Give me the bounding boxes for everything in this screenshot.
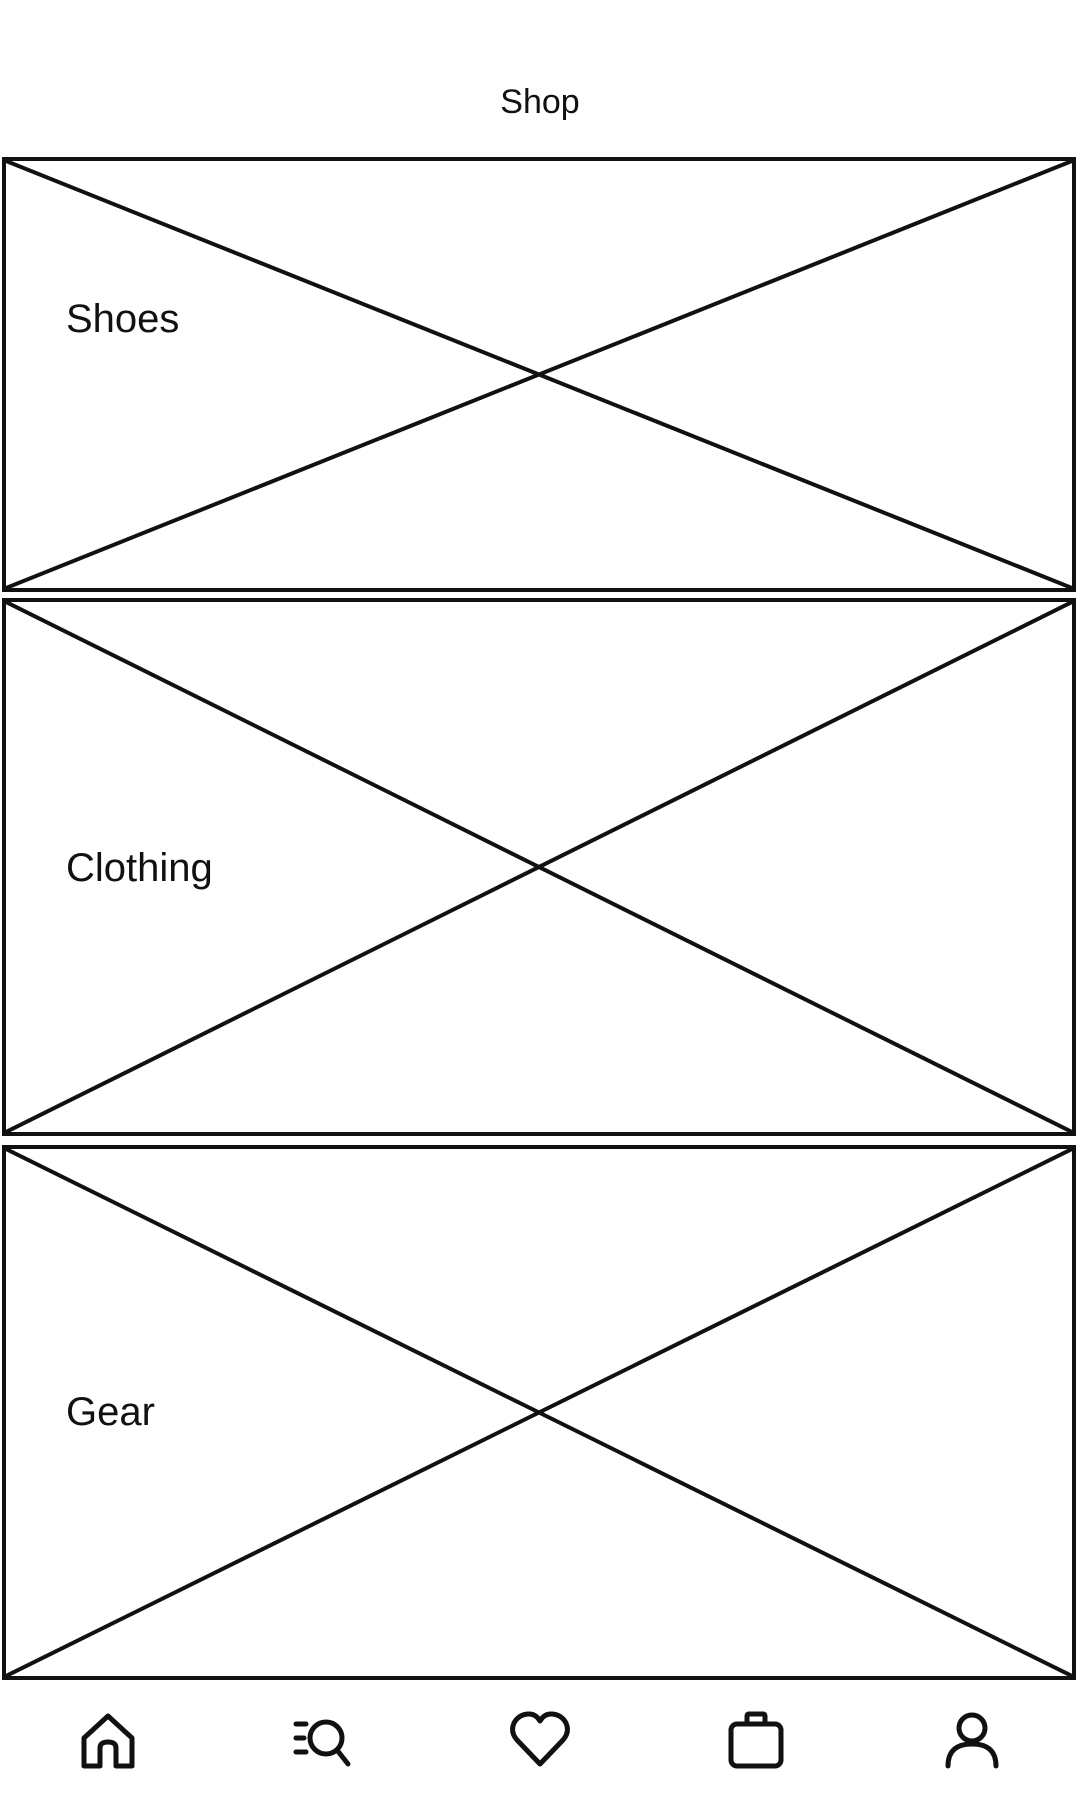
page-title: Shop <box>500 83 580 121</box>
nav-favorites-button[interactable] <box>480 1690 600 1790</box>
category-card-clothing[interactable]: Clothing <box>2 598 1076 1136</box>
image-placeholder <box>6 602 1072 1132</box>
category-card-shoes[interactable]: Shoes <box>2 157 1076 592</box>
bottom-nav <box>0 1690 1080 1800</box>
search-list-icon <box>293 1719 351 1767</box>
profile-icon <box>945 1712 999 1769</box>
nav-bag-button[interactable] <box>696 1690 816 1790</box>
heart-icon <box>510 1711 570 1767</box>
nav-discover-button[interactable] <box>264 1690 384 1790</box>
header: Shop <box>0 0 1080 150</box>
nav-home-button[interactable] <box>48 1690 168 1790</box>
image-placeholder <box>6 1149 1072 1676</box>
image-placeholder <box>6 161 1072 588</box>
category-label: Clothing <box>66 846 213 890</box>
home-icon <box>81 1713 135 1769</box>
category-label: Gear <box>66 1390 155 1434</box>
nav-profile-button[interactable] <box>912 1690 1032 1790</box>
bag-icon <box>728 1711 784 1769</box>
category-card-gear[interactable]: Gear <box>2 1145 1076 1680</box>
category-label: Shoes <box>66 297 180 341</box>
